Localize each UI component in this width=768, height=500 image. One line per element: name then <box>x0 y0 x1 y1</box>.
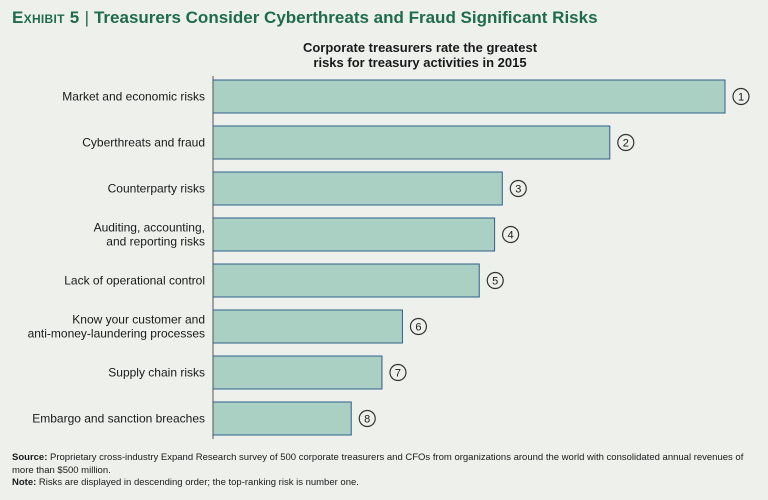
chart-notes: Source: Proprietary cross-industry Expan… <box>12 452 752 490</box>
category-label: Lack of operational control <box>64 274 205 288</box>
bar <box>212 217 496 252</box>
rank-label: 7 <box>395 368 401 380</box>
bar <box>212 309 403 344</box>
bar <box>212 79 726 114</box>
exhibit-separator: | <box>84 8 89 27</box>
chart-title: Corporate treasurers rate the greatest r… <box>230 40 610 70</box>
rank-circle <box>732 87 750 106</box>
rank-circle <box>486 271 504 290</box>
rank-circle <box>389 363 407 382</box>
category-label: Counterparty risks <box>108 182 205 196</box>
bar <box>212 401 352 436</box>
rank-label: 5 <box>492 276 498 288</box>
rank-label: 4 <box>508 230 514 242</box>
note-label: Note: <box>12 477 37 488</box>
exhibit-header: Exhibit 5 | Treasurers Consider Cyberthrea… <box>12 8 598 28</box>
rank-circle <box>358 409 376 428</box>
category-label: Cyberthreats and fraud <box>82 136 205 150</box>
bar <box>212 125 611 160</box>
bar <box>212 171 503 206</box>
rank-circle <box>617 133 635 152</box>
rank-label: 3 <box>515 184 521 196</box>
category-label: Market and economic risks <box>62 90 205 104</box>
category-label: Auditing, accounting, and reporting risks <box>94 221 205 249</box>
source-note: Source: Proprietary cross-industry Expan… <box>12 452 752 477</box>
exhibit-label: Exhibit 5 <box>12 8 80 27</box>
source-label: Source: <box>12 452 48 463</box>
category-label: Embargo and sanction breaches <box>32 412 205 426</box>
rank-circle <box>409 317 428 336</box>
rank-circle <box>502 225 520 244</box>
category-label: Know your customer and anti-money-launder… <box>28 313 205 341</box>
rank-label: 2 <box>623 138 629 150</box>
category-label: Supply chain risks <box>108 366 205 380</box>
rank-label: 1 <box>738 92 744 104</box>
note-text: Risks are displayed in descending order;… <box>38 477 359 488</box>
bar <box>212 355 383 390</box>
rank-label: 8 <box>364 414 370 426</box>
order-note: Note: Risks are displayed in descending … <box>12 477 752 490</box>
chart-title-line-2: risks for treasury activities in 2015 <box>313 55 527 70</box>
rank-label: 6 <box>415 322 421 334</box>
exhibit-title: Treasurers Consider Cyberthreats and Fra… <box>93 8 598 27</box>
source-text: Proprietary cross-industry Expand Resear… <box>12 452 744 476</box>
bar-chart: Market and economic risks 1 Cyberthreats a… <box>28 76 750 439</box>
bar <box>212 263 480 298</box>
rank-circle <box>509 179 527 198</box>
chart-title-line-1: Corporate treasurers rate the greatest <box>302 40 538 55</box>
